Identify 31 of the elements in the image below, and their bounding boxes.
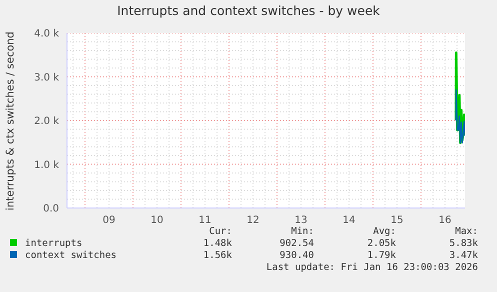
x-tick-label: 15 <box>390 215 404 226</box>
text: 1.48k <box>202 238 232 250</box>
y-tick-label: 3.0 k <box>34 72 60 84</box>
y-axis-title: interrupts & ctx switches / second <box>4 31 16 210</box>
legend-label: interrupts <box>24 238 84 250</box>
text: 2.05k <box>366 238 396 250</box>
y-tick-label: 0.0 <box>43 204 59 215</box>
x-tick-label: 14 <box>342 215 356 226</box>
x-tick-label: 16 <box>438 215 452 226</box>
text: 1.56k <box>202 250 232 262</box>
x-tick-label: 11 <box>198 215 212 226</box>
y-tick-label: 2.0 k <box>34 116 60 128</box>
chart-title: Interrupts and context switches - by week <box>116 3 381 18</box>
legend-label: context switches <box>24 250 118 262</box>
text: Avg: <box>372 226 396 238</box>
line-series <box>455 89 465 144</box>
text: Last update: Fri Jan 16 23:00:03 2026 <box>265 262 478 274</box>
y-tick-label: 1.0 k <box>34 160 60 171</box>
text: Cur: <box>208 226 232 238</box>
x-tick-label: 09 <box>102 215 116 226</box>
x-tick-label: 13 <box>294 215 308 226</box>
text: Min: <box>290 226 314 238</box>
text: 930.40 <box>278 250 314 262</box>
y-tick-label: 4.0 k <box>34 28 60 40</box>
text: 902.54 <box>278 238 314 250</box>
text: 5.83k <box>448 238 478 250</box>
x-tick-label: 10 <box>150 215 164 226</box>
text: Max: <box>454 226 478 238</box>
text: 3.47k <box>448 250 478 262</box>
text: 1.79k <box>366 250 396 262</box>
x-tick-label: 12 <box>246 215 260 226</box>
